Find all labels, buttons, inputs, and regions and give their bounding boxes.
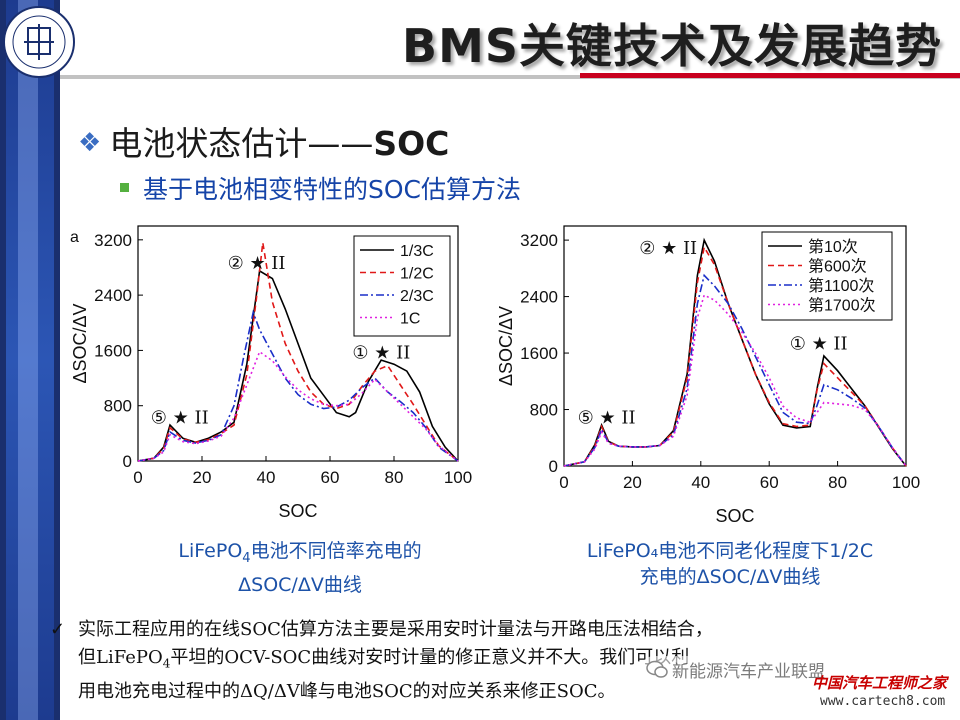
y-tick-label: 0 xyxy=(549,457,558,476)
panel-label: a xyxy=(70,229,79,246)
x-tick-label: 40 xyxy=(257,468,276,487)
brand-url: www.cartech8.com xyxy=(820,694,946,709)
y-axis-label: ΔSOC/ΔV xyxy=(70,303,90,383)
series-line xyxy=(137,242,459,462)
bullet-heading: ❖ 电池状态估计——SOC xyxy=(78,117,449,165)
y-tick-label: 3200 xyxy=(520,231,558,250)
legend-label: 2/3C xyxy=(400,288,434,305)
sub-bullet: 基于电池相变特性的SOC估算方法 xyxy=(120,170,521,206)
bottom-line-3: 用电池充电过程中的ΔQ/ΔV峰与电池SOC的对应关系来修正SOC。 xyxy=(78,680,616,702)
legend-label: 第1700次 xyxy=(808,297,876,315)
title-bar: BMS关键技术及发展趋势 xyxy=(60,0,960,90)
title-underline xyxy=(60,75,960,79)
caption-right-line1: LiFePO₄电池不同老化程度下1/2C xyxy=(586,540,874,562)
peak-annotation: ⑤ ★ II xyxy=(578,408,636,429)
title-underline-accent xyxy=(580,73,960,78)
legend-label: 1C xyxy=(400,311,420,328)
peak-annotation: ① ★ II xyxy=(352,343,410,364)
legend-label: 第1100次 xyxy=(808,277,874,295)
chart-rate-comparison: 0 20 40 60 80 100 0 800 1600 2400 3200 SOC ΔSOC/ΔV a ②… xyxy=(70,225,472,521)
checkmark-icon: ✓ xyxy=(50,619,66,640)
legend-label: 1/2C xyxy=(400,266,434,283)
bottom-line-2-sub: 4 xyxy=(162,656,171,671)
bottom-line-1: 实际工程应用的在线SOC估算方法主要是采用安时计量法与开路电压法相结合， xyxy=(78,619,713,640)
bullet-heading-bold: SOC xyxy=(373,124,450,163)
x-axis-label: SOC xyxy=(715,506,754,526)
legend-label: 1/3C xyxy=(400,243,434,260)
x-tick-label: 100 xyxy=(444,468,472,487)
caption-left-part1: LiFePO xyxy=(178,540,243,562)
x-axis-label: SOC xyxy=(278,501,317,521)
caption-left-part2: 电池不同倍率充电的 xyxy=(250,540,422,562)
brand-text: 中国汽车工程师之家 xyxy=(812,674,948,692)
bullet-heading-text: 电池状态估计—— xyxy=(109,124,374,163)
bottom-line-2a: 但LiFePO xyxy=(78,647,163,668)
y-tick-label: 1600 xyxy=(520,344,558,363)
x-tick-label: 0 xyxy=(559,473,568,492)
y-tick-label: 1600 xyxy=(94,341,132,360)
y-axis-label: ΔSOC/ΔV xyxy=(496,306,516,386)
caption-right-line2: 充电的ΔSOC/ΔV曲线 xyxy=(639,566,821,588)
y-tick-label: 800 xyxy=(104,397,132,416)
chart-aging-comparison: 0 20 40 60 80 100 0 800 1600 2400 3200 SOC ΔSOC/ΔV ② … xyxy=(496,225,920,526)
x-tick-label: 20 xyxy=(193,468,212,487)
x-tick-label: 80 xyxy=(385,468,404,487)
caption-left-line2: ΔSOC/ΔV曲线 xyxy=(238,573,362,596)
university-logo xyxy=(3,6,75,78)
peak-annotation: ② ★ II xyxy=(639,238,697,259)
legend-box xyxy=(353,235,451,337)
caption-left: LiFePO4电池不同倍率充电的 ΔSOC/ΔV曲线 xyxy=(120,538,480,598)
sub-bullet-text: 基于电池相变特性的SOC估算方法 xyxy=(143,175,522,204)
watermark-text: 新能源汽车产业联盟 xyxy=(672,662,825,682)
caption-right: LiFePO₄电池不同老化程度下1/2C 充电的ΔSOC/ΔV曲线 xyxy=(520,538,940,590)
y-tick-label: 800 xyxy=(530,401,558,420)
x-tick-label: 60 xyxy=(760,473,779,492)
series-line xyxy=(137,350,459,462)
x-tick-label: 20 xyxy=(623,473,642,492)
series-line xyxy=(137,309,459,462)
y-tick-label: 2400 xyxy=(94,286,132,305)
legend-label: 第10次 xyxy=(808,238,858,256)
x-tick-label: 0 xyxy=(133,468,142,487)
peak-annotation: ⑤ ★ II xyxy=(151,408,209,429)
y-tick-label: 0 xyxy=(123,452,132,471)
x-tick-label: 100 xyxy=(892,473,920,492)
left-decorative-band xyxy=(0,0,60,720)
peak-annotation: ① ★ II xyxy=(790,334,848,355)
y-tick-label: 2400 xyxy=(520,288,558,307)
peak-annotation: ② ★ II xyxy=(228,253,286,274)
square-bullet-icon xyxy=(120,183,129,192)
diamond-bullet-icon: ❖ xyxy=(78,128,102,158)
series-line xyxy=(563,294,907,467)
legend-label: 第600次 xyxy=(808,258,867,276)
bottom-line-2: 但LiFePO4平坦的OCV-SOC曲线对安时计量的修正意义并不大。我们可以利 xyxy=(78,644,938,678)
y-tick-label: 3200 xyxy=(94,231,132,250)
x-tick-label: 60 xyxy=(321,468,340,487)
x-tick-label: 40 xyxy=(691,473,710,492)
bottom-line-2b: 平坦的OCV-SOC曲线对安时计量的修正意义并不大。我们可以利 xyxy=(170,647,690,668)
watermark-backdrop xyxy=(640,656,940,684)
page-title: BMS关键技术及发展趋势 xyxy=(402,19,942,73)
x-tick-label: 80 xyxy=(828,473,847,492)
wechat-icon xyxy=(646,660,668,678)
caption-left-sub: 4 xyxy=(242,550,251,566)
